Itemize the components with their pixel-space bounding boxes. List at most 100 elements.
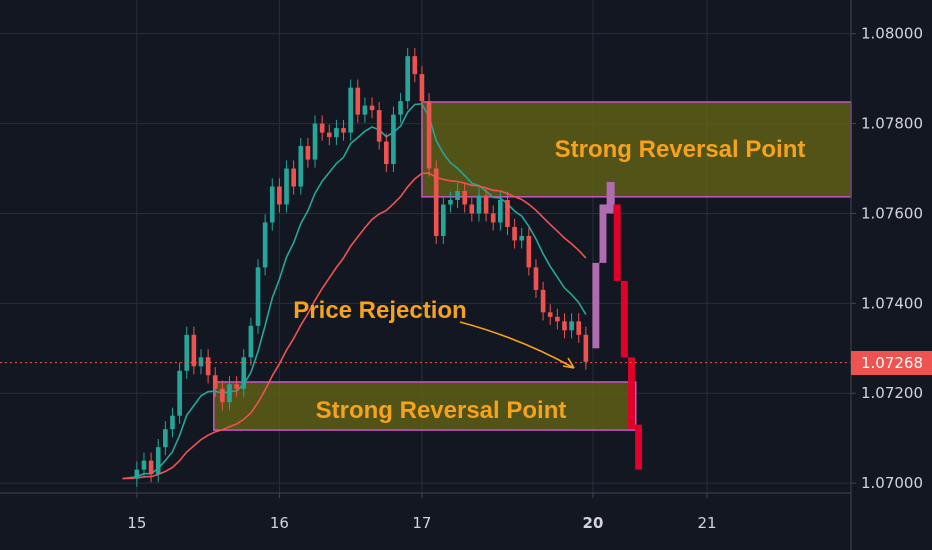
price-rejection-arrow	[459, 321, 575, 369]
candle-bear	[191, 334, 197, 367]
candle-bear	[505, 199, 510, 227]
candle-bull	[134, 469, 140, 479]
candle-bear	[234, 384, 239, 389]
candle-bear	[205, 357, 211, 376]
candle-bear	[555, 316, 560, 322]
candle-bear	[305, 146, 311, 160]
candle-bear	[220, 388, 225, 403]
candle-bear	[547, 312, 553, 317]
candle-bull	[348, 87, 353, 133]
candle-bull	[334, 128, 339, 138]
candle-bear	[326, 132, 332, 138]
candle-bear	[291, 168, 296, 187]
candle-bear	[533, 267, 539, 290]
price-tick-label: 1.07400	[861, 294, 923, 312]
candle-bull	[163, 429, 168, 448]
current-price-tag: 1.07268	[851, 351, 932, 375]
candle-bull	[155, 447, 161, 475]
price-tick-label: 1.08000	[861, 25, 923, 43]
candle-bull	[498, 199, 503, 223]
candle-bull	[448, 199, 453, 205]
candle-bull	[569, 321, 574, 331]
candle-bull	[269, 186, 275, 223]
candle-bear	[512, 226, 517, 241]
candle-bear	[526, 235, 532, 268]
candle-bear	[419, 74, 425, 102]
price-tick-label: 1.07600	[861, 204, 923, 222]
candle-bear	[540, 289, 546, 313]
candle-bear	[383, 141, 389, 165]
projection-candle	[628, 357, 635, 430]
candle-bear	[483, 195, 489, 214]
zone-label-upper: Strong Reversal Point	[555, 136, 806, 163]
candle-bull	[312, 123, 318, 160]
time-axis[interactable]: 15 16 17 20 21	[127, 493, 717, 532]
price-rejection-label: Price Rejection	[293, 297, 466, 324]
ema-slow-line	[122, 172, 587, 480]
projection-candle	[592, 262, 600, 349]
candle-bull	[362, 105, 368, 115]
candle-bear	[583, 334, 589, 362]
candle-bear	[369, 105, 375, 111]
candle-bear	[355, 87, 361, 115]
time-tick-label: 21	[697, 514, 716, 532]
zone-label-lower: Strong Reversal Point	[316, 397, 567, 424]
projection-candle	[635, 424, 643, 470]
candle-bear	[576, 321, 582, 335]
candle-bear	[277, 186, 282, 205]
candles	[134, 48, 589, 487]
candle-bull	[227, 384, 232, 403]
ema-fast-line	[122, 102, 587, 480]
time-tick-label: 16	[270, 514, 289, 532]
candle-bear	[412, 56, 418, 75]
candle-bear	[212, 375, 218, 389]
current-price-value: 1.07268	[861, 354, 923, 372]
projection-path	[592, 182, 643, 470]
moving-averages	[122, 102, 587, 480]
candle-bull	[405, 56, 410, 102]
candle-bull	[441, 204, 446, 236]
candle-bull	[519, 235, 525, 241]
projection-candle	[599, 204, 607, 263]
candle-bull	[141, 460, 147, 470]
price-tick-label: 1.07800	[861, 115, 923, 133]
reversal-zone	[421, 101, 852, 198]
candle-bull	[391, 114, 396, 165]
candle-bear	[148, 460, 154, 475]
candle-bull	[184, 334, 190, 371]
candle-bull	[177, 370, 182, 416]
projection-candle	[606, 182, 614, 214]
candle-bear	[469, 204, 475, 214]
candle-bear	[562, 321, 567, 331]
candle-bull	[248, 325, 254, 358]
price-tick-label: 1.07200	[861, 384, 923, 402]
candle-bull	[398, 101, 403, 115]
candle-bear	[426, 101, 432, 169]
candle-bull	[298, 146, 304, 187]
candle-bull	[262, 222, 268, 268]
candle-bull	[255, 267, 261, 326]
arrowhead-icon	[562, 357, 575, 369]
projection-candle	[620, 280, 628, 358]
price-axis[interactable]: 1.08000 1.07800 1.07600 1.07400 1.07200 1.070…	[851, 25, 923, 492]
candle-bear	[341, 128, 346, 133]
candle-bear	[319, 123, 325, 133]
candle-bear	[376, 110, 382, 142]
candle-bull	[241, 357, 247, 389]
price-tick-label: 1.07000	[861, 474, 923, 492]
candle-bear	[433, 168, 439, 236]
candle-bull	[476, 195, 482, 214]
projection-candle	[613, 204, 621, 281]
candle-bull	[198, 357, 204, 367]
candle-bull	[170, 415, 175, 430]
time-tick-label: 20	[583, 514, 604, 532]
time-tick-label: 15	[127, 514, 146, 532]
time-tick-label: 17	[412, 514, 431, 532]
candle-bear	[462, 190, 468, 205]
candle-bull	[284, 168, 289, 205]
candle-bear	[490, 213, 496, 223]
reversal-zones	[213, 101, 852, 431]
reversal-zone	[213, 381, 637, 431]
